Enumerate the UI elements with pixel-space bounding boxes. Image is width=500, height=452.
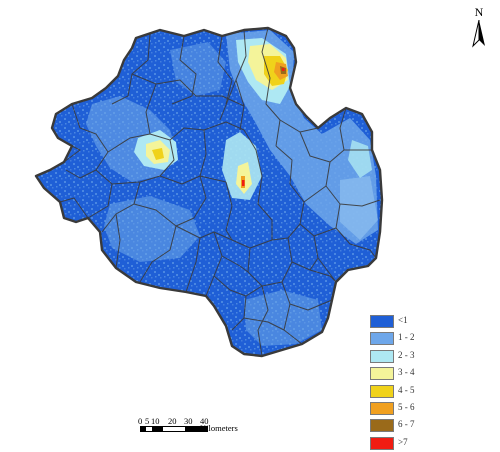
zone-gt-7 — [282, 68, 285, 71]
legend-item: 4 - 5 — [368, 383, 440, 400]
legend-item: 6 - 7 — [368, 417, 440, 434]
legend-label: 4 - 5 — [398, 384, 415, 395]
legend-swatch — [370, 349, 394, 363]
legend-label: 5 - 6 — [398, 401, 415, 412]
legend-item: 2 - 3 — [368, 348, 440, 365]
legend-item: 5 - 6 — [368, 400, 440, 417]
legend-swatch — [370, 436, 394, 450]
zone-1-2 — [244, 290, 322, 346]
internal-boundaries — [59, 28, 381, 356]
zone-4-5 — [152, 148, 164, 160]
legend-item: 1 - 2 — [368, 330, 440, 347]
scale-tick-label: 30 — [184, 416, 193, 426]
scale-tick-label: 5 — [145, 416, 150, 426]
legend-label: 6 - 7 — [398, 419, 415, 430]
legend-swatch — [370, 315, 394, 328]
legend-swatch — [370, 332, 394, 346]
legend-label: <1 — [398, 315, 408, 325]
scale-bar: 0 5 10 20 30 40 Kilometers — [134, 417, 274, 437]
scale-tick-label: 40 — [200, 416, 209, 426]
choropleth-map — [34, 26, 384, 358]
north-label: N — [474, 5, 484, 19]
scale-bar-graphic — [140, 426, 208, 432]
legend-swatch — [370, 401, 394, 415]
legend-item: >7 — [368, 435, 440, 452]
scale-tick-label: 0 — [138, 416, 143, 426]
outer-boundary — [34, 26, 384, 358]
scale-tick-label: 20 — [168, 416, 177, 426]
legend-label: 1 - 2 — [398, 332, 415, 343]
scale-bar-unit: Kilometers — [200, 423, 238, 433]
legend: <1 1 - 2 2 - 3 3 - 4 4 - 5 5 - 6 6 - 7 >7 — [368, 313, 440, 452]
legend-item: 3 - 4 — [368, 365, 440, 382]
zone-gt-7 — [242, 180, 245, 186]
zone-1-2 — [104, 196, 200, 262]
legend-swatch — [370, 367, 394, 381]
legend-label: >7 — [398, 436, 408, 447]
legend-swatch — [370, 384, 394, 398]
scale-tick-label: 10 — [151, 416, 160, 426]
scale-bar-ticks: 0 5 10 20 30 40 — [134, 417, 274, 427]
legend-swatch — [370, 419, 394, 433]
legend-label: 2 - 3 — [398, 349, 415, 360]
north-arrow: N — [466, 6, 492, 48]
zone-1-2 — [340, 176, 378, 240]
zone-1-2 — [170, 42, 226, 96]
legend-label: 3 - 4 — [398, 367, 415, 378]
legend-item: <1 — [368, 313, 440, 330]
north-arrow-icon — [472, 20, 485, 48]
